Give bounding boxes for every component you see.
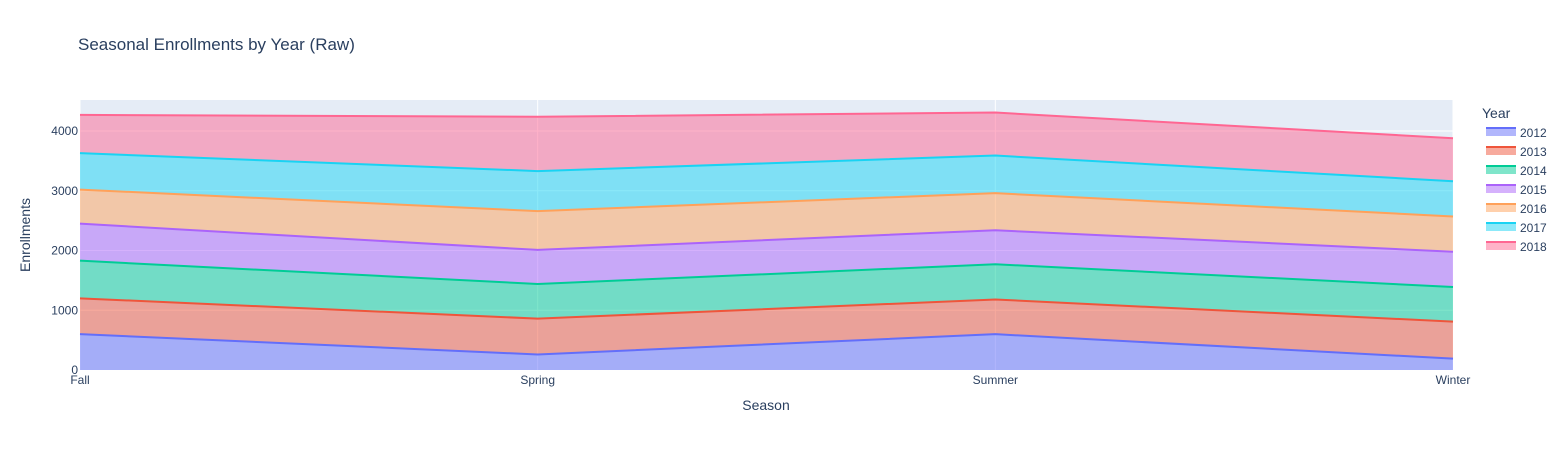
y-tick-label: 2000 <box>51 244 78 258</box>
y-tick-labels: 0 1000 2000 3000 4000 <box>51 124 78 377</box>
line-series-2016 <box>79 188 1454 218</box>
legend-label: 2014 <box>1520 164 1547 178</box>
line-series-2012 <box>79 333 1454 360</box>
legend-item-2012[interactable]: 2012 <box>1486 126 1547 140</box>
x-tick-label: Winter <box>1436 373 1471 387</box>
x-tick-labels: Fall Spring Summer Winter <box>70 373 1470 387</box>
legend-label: 2016 <box>1520 202 1547 216</box>
line-series-2015 <box>79 222 1454 253</box>
legend-swatch <box>1486 147 1516 155</box>
legend-item-2014[interactable]: 2014 <box>1486 164 1547 178</box>
legend-label: 2015 <box>1520 183 1547 197</box>
legend-swatch <box>1486 204 1516 212</box>
area-series-2013 <box>80 298 1453 359</box>
area-series-2015 <box>80 223 1453 287</box>
legend-item-2016[interactable]: 2016 <box>1486 202 1547 216</box>
area-series-2016 <box>80 189 1453 252</box>
line-series-2014 <box>79 259 1454 288</box>
legend-item-2015[interactable]: 2015 <box>1486 183 1547 197</box>
legend-label: 2012 <box>1520 126 1547 140</box>
legend-item-2013[interactable]: 2013 <box>1486 145 1547 159</box>
legend-swatch <box>1486 223 1516 231</box>
y-tick-label: 3000 <box>51 184 78 198</box>
x-tick-label: Spring <box>520 373 555 387</box>
legend-title: Year <box>1482 105 1511 121</box>
legend-label: 2013 <box>1520 145 1547 159</box>
area-series-2018 <box>80 112 1453 182</box>
x-axis-title: Season <box>742 397 789 413</box>
y-tick-label: 1000 <box>51 303 78 317</box>
legend-swatch <box>1486 242 1516 250</box>
area-series-2014 <box>80 260 1453 322</box>
legend-label: 2017 <box>1520 221 1547 235</box>
area-series-2017 <box>80 153 1453 217</box>
line-series-2017 <box>79 152 1454 183</box>
y-tick-label: 0 <box>71 363 78 377</box>
legend-label: 2018 <box>1520 240 1547 254</box>
legend-swatch <box>1486 166 1516 174</box>
x-tick-label: Fall <box>70 373 89 387</box>
legend-item-2018[interactable]: 2018 <box>1486 240 1547 254</box>
y-tick-label: 4000 <box>51 124 78 138</box>
line-series-2018 <box>79 111 1454 140</box>
y-axis-title: Enrollments <box>17 198 33 272</box>
series-lines <box>79 111 1454 360</box>
legend-swatch <box>1486 185 1516 193</box>
legend-swatch <box>1486 128 1516 136</box>
line-series-2013 <box>79 297 1454 323</box>
series-areas <box>80 112 1453 370</box>
legend-item-2017[interactable]: 2017 <box>1486 221 1547 235</box>
area-series-2012 <box>80 334 1453 370</box>
chart-title: Seasonal Enrollments by Year (Raw) <box>78 35 355 54</box>
x-tick-label: Summer <box>973 373 1018 387</box>
legend[interactable]: Year 2012 2013 2014 2015 2016 2017 2018 <box>1482 105 1547 254</box>
